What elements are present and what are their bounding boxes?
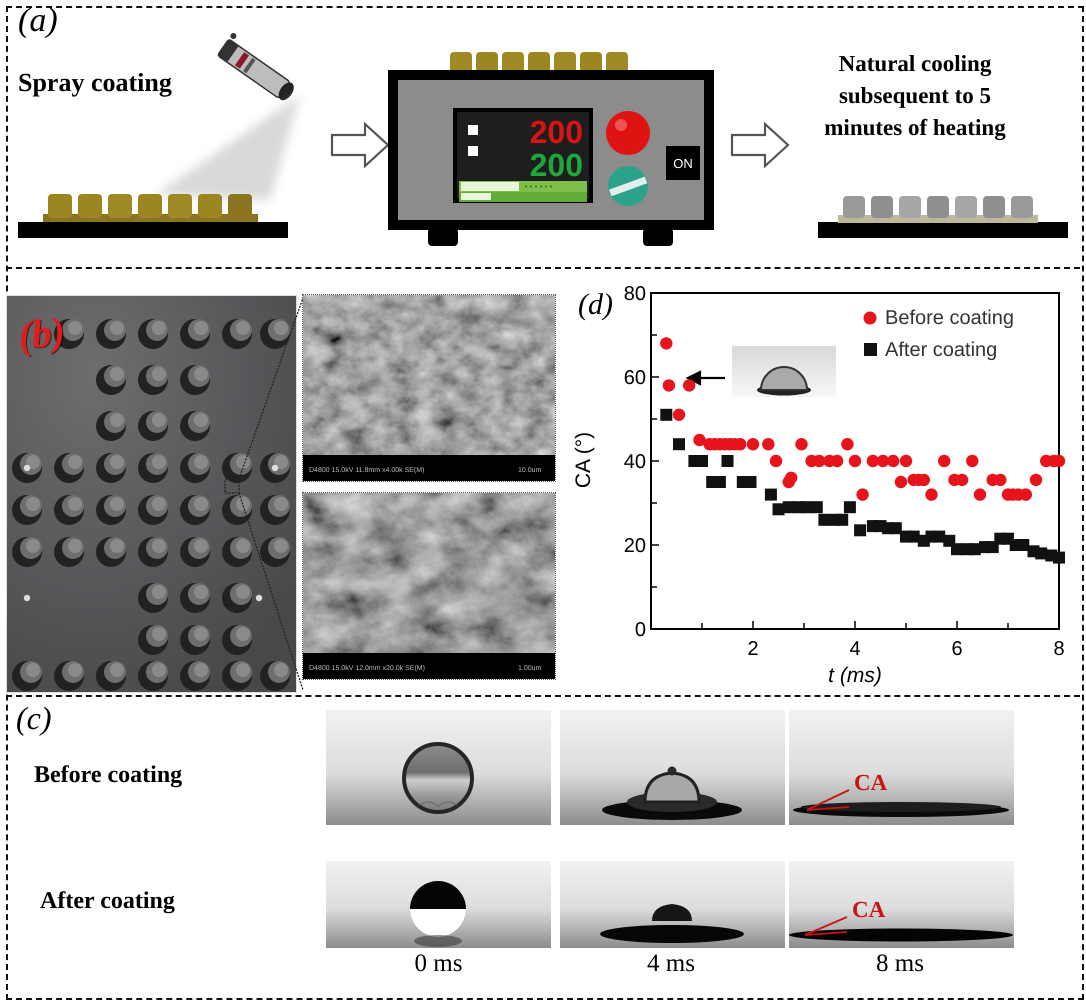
svg-text:60: 60: [624, 367, 646, 389]
svg-text:20: 20: [624, 535, 646, 557]
svg-text:After coating: After coating: [885, 339, 997, 361]
svg-text:Before coating: Before coating: [885, 307, 1014, 329]
svg-text:6: 6: [951, 638, 962, 660]
svg-text:40: 40: [624, 451, 646, 473]
svg-text:CA: CA: [852, 897, 886, 922]
svg-text:t (ms): t (ms): [828, 664, 882, 687]
svg-text:8: 8: [1053, 638, 1064, 660]
svg-text:CA (°): CA (°): [572, 432, 595, 488]
svg-text:200: 200: [530, 114, 583, 150]
svg-text:ON: ON: [673, 156, 693, 171]
svg-text:CA: CA: [854, 770, 888, 795]
svg-text:4: 4: [849, 638, 860, 660]
svg-text:10.0um: 10.0um: [518, 467, 542, 474]
svg-text:D4800 15.0kV 12.0mm x20.0k SE(: D4800 15.0kV 12.0mm x20.0k SE(M): [309, 664, 425, 672]
svg-text:0: 0: [635, 619, 646, 641]
svg-text:200: 200: [530, 147, 583, 183]
svg-text:D4800 15.0kV 11.8mm x4.00k SE(: D4800 15.0kV 11.8mm x4.00k SE(M): [309, 466, 424, 474]
svg-text:2: 2: [747, 638, 758, 660]
svg-text:1.00um: 1.00um: [518, 665, 542, 672]
svg-text:80: 80: [624, 283, 646, 305]
